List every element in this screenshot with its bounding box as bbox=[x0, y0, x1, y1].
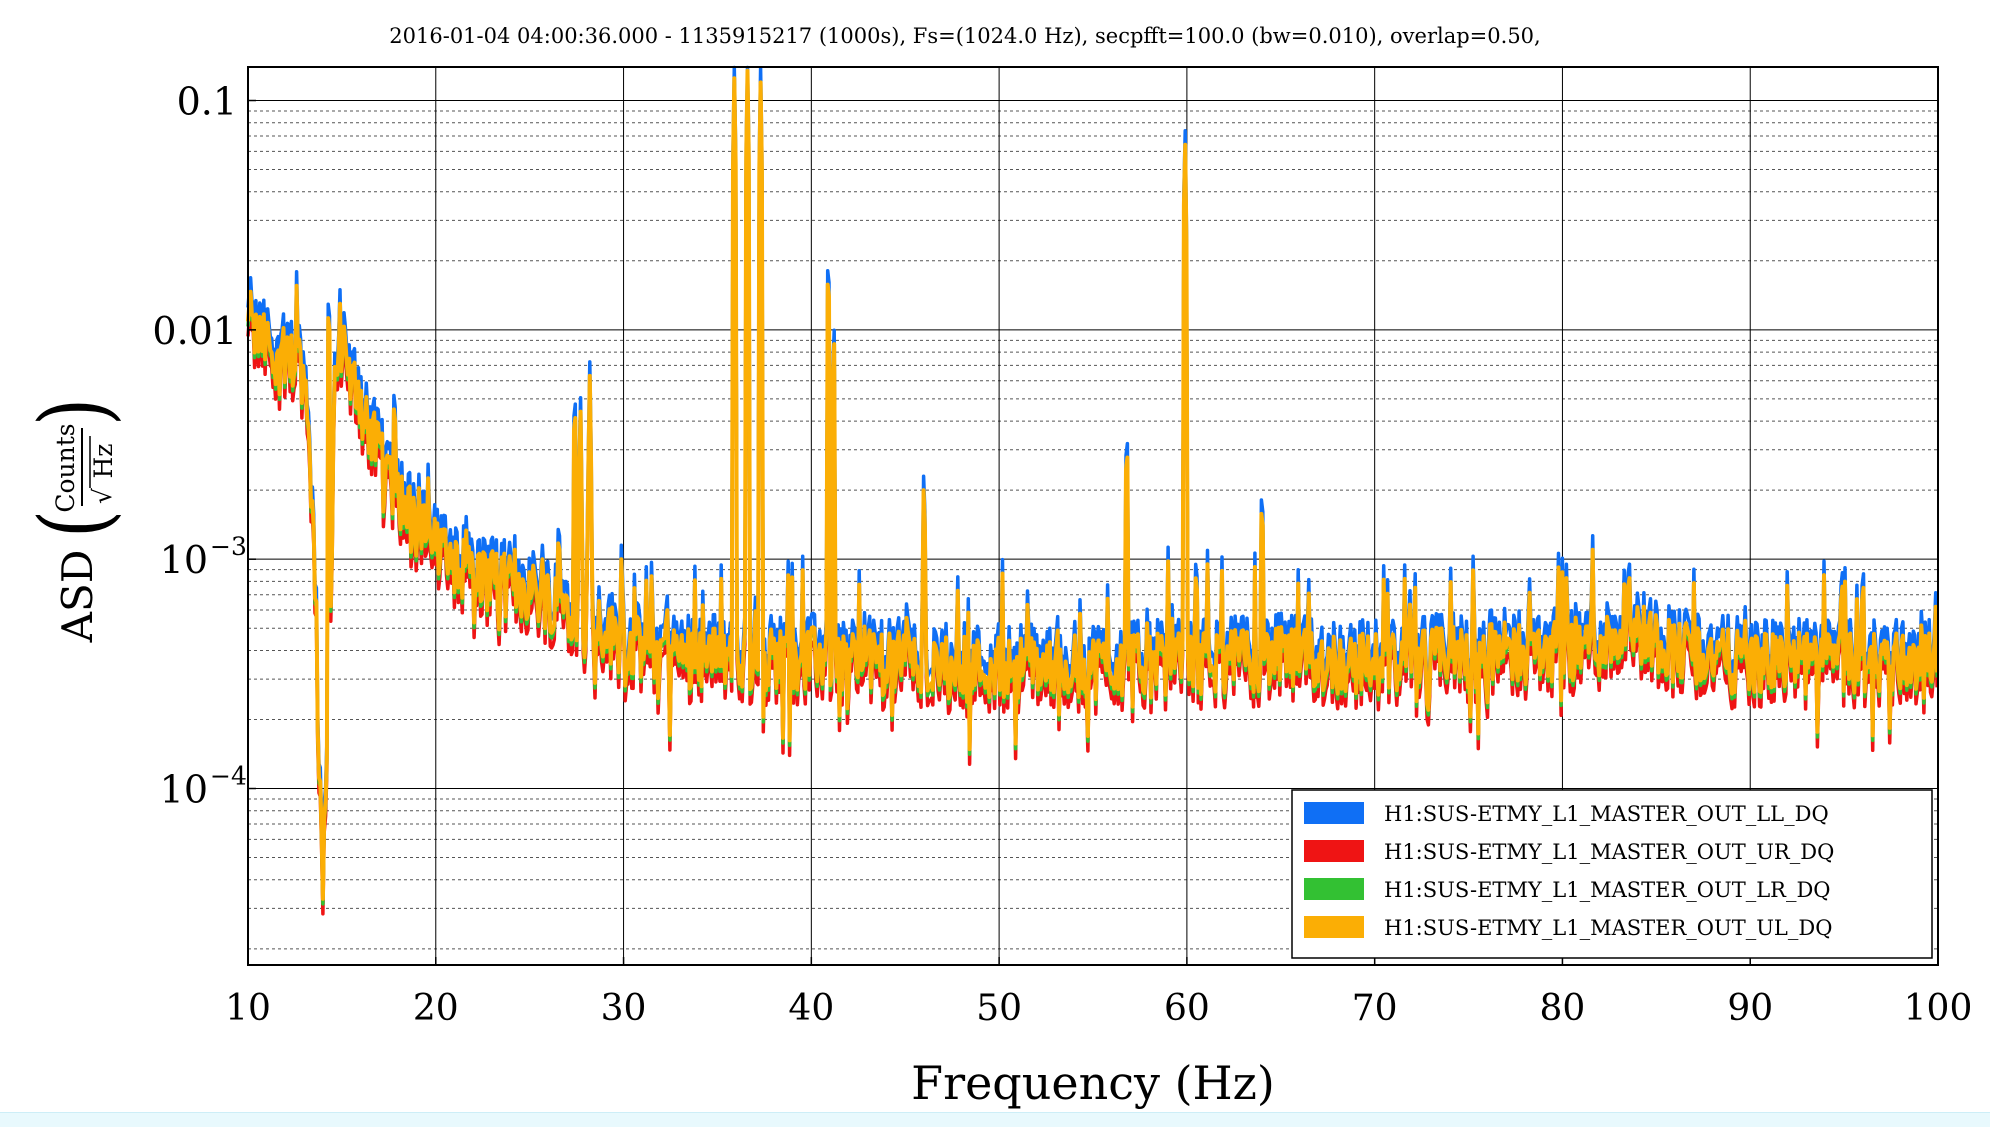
legend-label: H1:SUS-ETMY_L1_MASTER_OUT_UR_DQ bbox=[1384, 840, 1834, 864]
x-tick-label: 40 bbox=[788, 988, 834, 1029]
chart-title: 2016-01-04 04:00:36.000 - 1135915217 (10… bbox=[389, 24, 1540, 48]
y-tick-label-exponent: −4 bbox=[210, 762, 247, 791]
plot-area bbox=[246, 65, 1940, 916]
x-axis-ticks: 10 20 30 40 50 60 70 80 90 100 bbox=[225, 957, 1972, 1029]
y-axis-label-paren-open: ( bbox=[19, 510, 129, 538]
legend-swatch bbox=[1304, 802, 1364, 824]
legend-swatch bbox=[1304, 916, 1364, 938]
x-tick-label: 10 bbox=[225, 988, 271, 1029]
y-axis-label-paren-close: ) bbox=[19, 398, 129, 426]
x-tick-label: 80 bbox=[1540, 988, 1586, 1029]
y-axis-label-prefix: ASD bbox=[53, 550, 102, 644]
plot-frame bbox=[247, 66, 1939, 966]
x-tick-label: 100 bbox=[1904, 988, 1973, 1029]
y-tick-label: 10 bbox=[160, 768, 208, 812]
y-tick-label: 10 bbox=[160, 538, 208, 582]
x-tick-label: 60 bbox=[1164, 988, 1210, 1029]
y-axis-label-denominator: Hz bbox=[89, 444, 118, 479]
series-line-1 bbox=[246, 65, 1939, 887]
legend: H1:SUS-ETMY_L1_MASTER_OUT_LL_DQ H1:SUS-ET… bbox=[1291, 789, 1933, 959]
y-axis-label-sqrt: √ bbox=[88, 488, 117, 504]
y-tick-label: 0.01 bbox=[152, 309, 237, 353]
x-axis-label: Frequency (Hz) bbox=[911, 1056, 1275, 1110]
bottom-strip bbox=[0, 1112, 1990, 1127]
x-tick-label: 90 bbox=[1727, 988, 1773, 1029]
x-tick-label: 30 bbox=[601, 988, 647, 1029]
series-line-4 bbox=[246, 68, 1940, 901]
legend-label: H1:SUS-ETMY_L1_MASTER_OUT_LR_DQ bbox=[1384, 878, 1831, 902]
y-axis-label: ASD ( Counts √ Hz ) bbox=[19, 398, 129, 643]
y-axis-label-numerator: Counts bbox=[51, 423, 80, 512]
legend-swatch bbox=[1304, 878, 1364, 900]
y-tick-label-exponent: −3 bbox=[210, 532, 247, 561]
x-tick-label: 20 bbox=[413, 988, 459, 1029]
x-tick-label: 70 bbox=[1352, 988, 1398, 1029]
y-tick-label: 0.1 bbox=[177, 80, 237, 124]
x-tick-label: 50 bbox=[976, 988, 1022, 1029]
legend-label: H1:SUS-ETMY_L1_MASTER_OUT_UL_DQ bbox=[1384, 916, 1832, 940]
legend-label: H1:SUS-ETMY_L1_MASTER_OUT_LL_DQ bbox=[1384, 802, 1829, 826]
legend-swatch bbox=[1304, 840, 1364, 862]
legend-box bbox=[1291, 789, 1933, 959]
